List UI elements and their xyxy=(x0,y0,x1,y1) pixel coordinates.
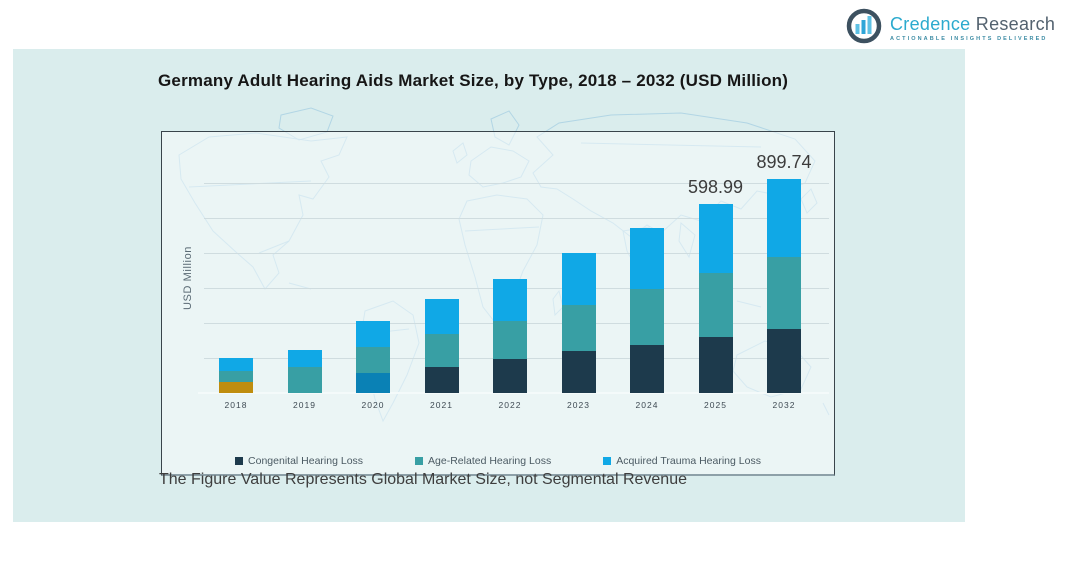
bar-segment-2032 xyxy=(767,257,801,329)
x-tick-label-2022: 2022 xyxy=(498,400,522,410)
x-tick-label-2018: 2018 xyxy=(224,400,248,410)
legend-swatch-age-related xyxy=(415,457,424,465)
legend-label: Age-Related Hearing Loss xyxy=(428,455,552,467)
x-tick-label-2021: 2021 xyxy=(430,400,453,410)
bar-segment-2032 xyxy=(767,329,801,393)
bar-segment-2024 xyxy=(630,345,664,393)
bar-segment-2021 xyxy=(424,299,459,334)
bar-segment-2024 xyxy=(630,228,664,289)
bar-segment-2022 xyxy=(493,279,527,321)
gridline xyxy=(204,183,829,184)
bar-segment-2020 xyxy=(356,373,390,393)
bar-segment-2022 xyxy=(493,359,527,393)
legend-label: Acquired Trauma Hearing Loss xyxy=(616,455,761,467)
gridline xyxy=(204,218,829,219)
gridline xyxy=(204,253,829,254)
chart-plot-box: USD Million 2018 2019 2020 2021 2022 2023 2024… xyxy=(161,131,835,476)
bar-segment-2020 xyxy=(356,347,390,373)
bar-segment-2019 xyxy=(287,350,322,367)
x-tick-label-2019: 2019 xyxy=(293,400,316,410)
plot-area: 2018 2019 2020 2021 2022 2023 2024 2025 598.99 20… xyxy=(162,132,834,474)
chart-legend: Congenital Hearing Loss Age-Related Hear… xyxy=(162,455,834,467)
bar-segment-2021 xyxy=(424,367,459,393)
x-axis-line xyxy=(198,392,829,394)
bar-segment-2022 xyxy=(493,321,527,359)
bar-segment-2032 xyxy=(767,179,801,257)
bar-segment-2018 xyxy=(219,371,253,382)
logo-tagline: Actionable Insights Delivered xyxy=(890,35,1048,42)
legend-swatch-acquired-trauma xyxy=(603,457,612,465)
x-tick-label-2032: 2032 xyxy=(772,400,796,410)
bar-segment-2018 xyxy=(219,358,253,371)
legend-item-congenital: Congenital Hearing Loss xyxy=(235,455,363,467)
logo-brand: Credence Research xyxy=(890,13,1056,34)
bar-segment-2021 xyxy=(424,334,459,367)
legend-item-acquired-trauma: Acquired Trauma Hearing Loss xyxy=(603,455,761,467)
bar-segment-2024 xyxy=(630,289,664,345)
x-tick-label-2020: 2020 xyxy=(361,400,385,410)
logo-brand-primary: Credence xyxy=(890,13,971,34)
legend-label: Congenital Hearing Loss xyxy=(248,455,364,467)
bar-segment-2019 xyxy=(287,367,322,393)
bar-chart-logo-icon xyxy=(845,7,883,50)
x-tick-label-2023: 2023 xyxy=(567,400,590,410)
chart-panel: Germany Adult Hearing Aids Market Size, … xyxy=(13,49,965,522)
legend-swatch-congenital xyxy=(235,457,244,465)
data-label-2032: 899.74 xyxy=(756,152,812,172)
data-label-2025: 598.99 xyxy=(687,177,744,197)
bar-segment-2020 xyxy=(356,321,390,347)
logo-brand-secondary: Research xyxy=(975,13,1056,34)
bar-segment-2023 xyxy=(561,351,596,393)
x-tick-label-2024: 2024 xyxy=(635,400,659,410)
bar-segment-2025 xyxy=(698,337,733,393)
bar-segment-2018 xyxy=(219,382,253,393)
chart-title: Germany Adult Hearing Aids Market Size, … xyxy=(158,71,789,90)
bar-segment-2025 xyxy=(698,273,733,337)
credence-research-logo: Credence Research Actionable Insights De… xyxy=(845,7,1055,50)
y-axis-label: USD Million xyxy=(182,245,194,311)
x-tick-label-2025: 2025 xyxy=(704,400,727,410)
bar-segment-2023 xyxy=(561,253,596,305)
bar-segment-2023 xyxy=(561,305,596,351)
bar-segment-2025 xyxy=(698,204,733,273)
legend-item-age-related: Age-Related Hearing Loss xyxy=(415,455,551,467)
chart-footnote: The Figure Value Represents Global Marke… xyxy=(159,471,687,488)
